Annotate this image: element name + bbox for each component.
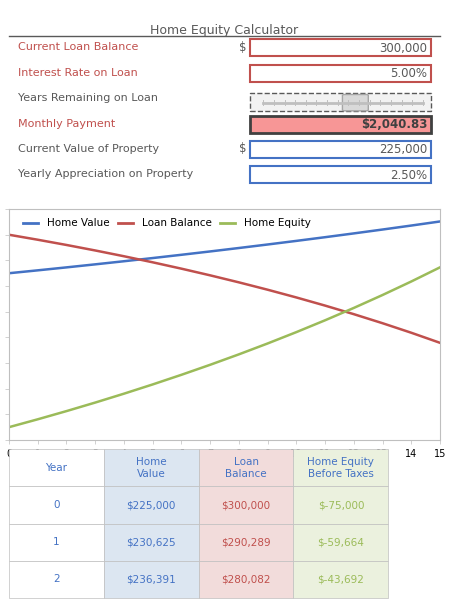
Text: Years Remaining on Loan: Years Remaining on Loan (18, 93, 158, 103)
Legend: Home Value, Loan Balance, Home Equity: Home Value, Loan Balance, Home Equity (18, 214, 315, 232)
Text: Monthly Payment: Monthly Payment (18, 118, 115, 129)
Text: Yearly Appreciation on Property: Yearly Appreciation on Property (18, 170, 193, 179)
Text: Current Loan Balance: Current Loan Balance (18, 42, 138, 52)
Text: Interest Rate on Loan: Interest Rate on Loan (18, 68, 137, 77)
Text: $: $ (238, 142, 246, 156)
FancyBboxPatch shape (343, 95, 368, 111)
FancyBboxPatch shape (251, 65, 431, 82)
FancyBboxPatch shape (251, 93, 431, 111)
Text: 2.50%: 2.50% (390, 169, 427, 182)
Text: $2,040.83: $2,040.83 (361, 118, 427, 131)
Text: 5.00%: 5.00% (390, 67, 427, 80)
Text: 300,000: 300,000 (379, 41, 427, 55)
FancyBboxPatch shape (251, 40, 431, 56)
Text: $: $ (238, 41, 246, 54)
FancyBboxPatch shape (251, 167, 431, 184)
Text: 225,000: 225,000 (379, 143, 427, 156)
FancyBboxPatch shape (251, 116, 431, 132)
Text: Home Equity Calculator: Home Equity Calculator (150, 24, 299, 37)
Text: Current Value of Property: Current Value of Property (18, 144, 159, 154)
FancyBboxPatch shape (251, 141, 431, 158)
